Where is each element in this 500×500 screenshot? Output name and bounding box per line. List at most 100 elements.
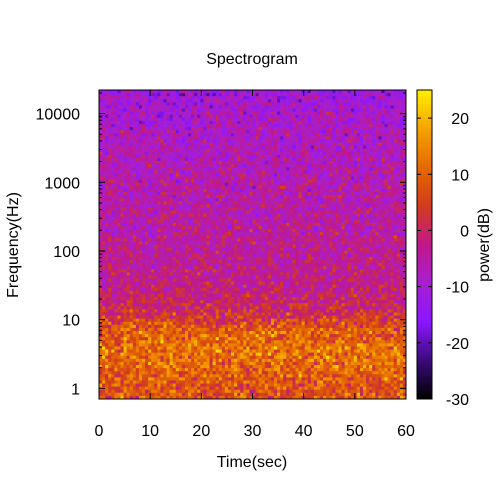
heatmap-cell <box>246 210 250 214</box>
heatmap-cell <box>393 216 398 221</box>
heatmap-cell <box>169 123 174 128</box>
heatmap-cell <box>261 191 266 196</box>
heatmap-cell <box>323 216 327 221</box>
heatmap-cell <box>120 148 124 153</box>
heatmap-cell <box>399 195 404 199</box>
heatmap-cell <box>286 127 290 131</box>
heatmap-cell <box>221 182 226 187</box>
heatmap-cell <box>378 133 382 137</box>
heatmap-cell <box>261 130 266 134</box>
heatmap-cell <box>402 120 407 125</box>
heatmap-cell <box>184 102 189 106</box>
heatmap-cell <box>295 154 299 159</box>
heatmap-cell <box>102 210 106 214</box>
heatmap-cell <box>132 238 137 242</box>
heatmap-cell <box>102 108 106 113</box>
heatmap-cell <box>194 179 198 184</box>
heatmap-cell <box>372 216 376 221</box>
heatmap-cell <box>344 123 349 128</box>
heatmap-cell <box>135 102 140 106</box>
heatmap-cell <box>160 102 164 106</box>
heatmap-cell <box>99 238 103 242</box>
heatmap-cell <box>390 145 395 150</box>
heatmap-cell <box>335 120 339 125</box>
heatmap-cell <box>221 207 226 211</box>
heatmap-cell <box>178 161 183 165</box>
heatmap-cell <box>273 235 278 239</box>
heatmap-cell <box>335 145 339 150</box>
heatmap-cell <box>307 120 312 125</box>
heatmap-cell <box>273 173 278 177</box>
heatmap-cell <box>117 123 121 128</box>
heatmap-cell <box>151 164 155 168</box>
heatmap-cell <box>378 225 382 230</box>
heatmap-cell <box>215 210 220 214</box>
heatmap-cell <box>399 201 404 205</box>
heatmap-cell <box>224 222 229 227</box>
heatmap-cell <box>286 210 290 214</box>
heatmap-cell <box>157 185 161 190</box>
heatmap-cell <box>249 90 253 94</box>
heatmap-cell <box>120 238 124 242</box>
heatmap-cell <box>224 93 229 97</box>
heatmap-cell <box>381 173 385 177</box>
heatmap-cell <box>154 179 158 184</box>
heatmap-cell <box>366 99 370 103</box>
heatmap-cell <box>286 235 290 239</box>
heatmap-cell <box>188 207 192 211</box>
heatmap-cell <box>384 195 388 199</box>
heatmap-cell <box>369 219 373 224</box>
heatmap-cell <box>237 198 241 202</box>
heatmap-cell <box>175 120 180 125</box>
heatmap-cell <box>181 145 186 150</box>
heatmap-cell <box>197 222 201 227</box>
heatmap-cell <box>111 195 115 199</box>
heatmap-cell <box>117 105 121 109</box>
heatmap-cell <box>126 99 131 103</box>
heatmap-cell <box>399 130 404 134</box>
heatmap-cell <box>347 182 352 187</box>
heatmap-cell <box>387 238 392 242</box>
heatmap-cell <box>292 182 296 187</box>
heatmap-cell <box>307 225 312 230</box>
heatmap-cell <box>215 204 220 208</box>
heatmap-cell <box>280 105 284 109</box>
heatmap-cell <box>221 123 226 128</box>
heatmap-cell <box>246 133 250 137</box>
heatmap-cell <box>123 176 128 181</box>
heatmap-cell <box>243 185 247 190</box>
heatmap-cell <box>209 157 213 162</box>
heatmap-cell <box>304 182 309 187</box>
heatmap-cell <box>224 241 229 245</box>
heatmap-cell <box>350 235 355 239</box>
heatmap-cell <box>335 204 339 208</box>
heatmap-cell <box>286 232 290 236</box>
heatmap-cell <box>148 198 152 202</box>
heatmap-cell <box>255 96 260 100</box>
heatmap-cell <box>350 123 355 128</box>
heatmap-cell <box>350 108 355 113</box>
heatmap-cell <box>203 198 207 202</box>
heatmap-cell <box>313 139 318 143</box>
heatmap-cell <box>341 105 345 109</box>
heatmap-cell <box>191 185 195 190</box>
heatmap-cell <box>323 127 327 131</box>
heatmap-cell <box>203 225 207 230</box>
heatmap-cell <box>99 133 103 137</box>
heatmap-cell <box>135 96 140 100</box>
heatmap-cell <box>341 130 345 134</box>
heatmap-cell <box>117 201 121 205</box>
heatmap-cell <box>129 170 134 174</box>
heatmap-cell <box>169 225 174 230</box>
heatmap-cell <box>224 136 229 140</box>
heatmap-cell <box>320 148 324 153</box>
heatmap-cell <box>215 225 220 230</box>
heatmap-cell <box>387 130 392 134</box>
heatmap-cell <box>141 123 146 128</box>
heatmap-cell <box>375 182 379 187</box>
heatmap-cell <box>209 188 213 193</box>
heatmap-cell <box>304 96 309 100</box>
heatmap-cell <box>206 225 210 230</box>
heatmap-cell <box>194 182 198 187</box>
heatmap-cell <box>227 123 232 128</box>
